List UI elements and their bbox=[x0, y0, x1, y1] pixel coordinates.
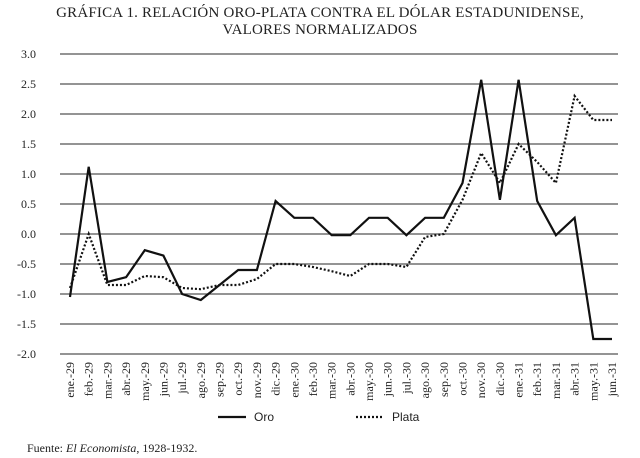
x-tick-label: mar.-31 bbox=[549, 362, 563, 399]
y-tick-label: 0.5 bbox=[21, 197, 36, 211]
chart-title-line-2: VALORES NORMALIZADOS bbox=[222, 22, 418, 38]
x-tick-label: feb.-31 bbox=[530, 362, 544, 396]
x-tick-label: ene.-31 bbox=[512, 362, 526, 398]
y-tick-label: -1.0 bbox=[17, 287, 36, 301]
series-line-oro bbox=[68, 79, 612, 341]
x-tick-label: may.-30 bbox=[362, 362, 376, 401]
x-tick-label: ago.-29 bbox=[194, 362, 208, 398]
x-tick-label: ago.-30 bbox=[418, 362, 432, 398]
y-tick-label: 2.0 bbox=[21, 107, 36, 121]
x-tick-label: mar.-29 bbox=[100, 362, 114, 399]
legend-item-oro: Oro bbox=[218, 410, 274, 424]
y-tick-label: -1.5 bbox=[17, 317, 36, 331]
x-tick-label: dic.-29 bbox=[269, 362, 283, 396]
source-prefix: Fuente: bbox=[27, 441, 63, 455]
x-tick-label: dic.-30 bbox=[493, 362, 507, 396]
y-tick-label: 3.0 bbox=[21, 47, 36, 61]
x-tick-label: sep.-30 bbox=[437, 362, 451, 397]
source-publication: El Economista bbox=[66, 441, 137, 455]
source-note: Fuente: El Economista, 1928-1932. bbox=[27, 441, 197, 456]
y-tick-label: -0.5 bbox=[17, 257, 36, 271]
legend-item-plata: Plata bbox=[356, 410, 419, 424]
x-tick-label: feb.-30 bbox=[306, 362, 320, 396]
y-tick-label: 1.0 bbox=[21, 167, 36, 181]
x-tick-label: oct.-29 bbox=[231, 362, 245, 396]
x-tick-label: mar.-30 bbox=[325, 362, 339, 399]
y-tick-label: 0.0 bbox=[21, 227, 36, 241]
solid-line-icon bbox=[218, 415, 246, 419]
x-tick-label: jun.-29 bbox=[156, 362, 170, 397]
series-line-plata bbox=[68, 93, 612, 291]
y-tick-label: 2.5 bbox=[21, 77, 36, 91]
chart-title: GRÁFICA 1. RELACIÓN ORO-PLATA CONTRA EL … bbox=[0, 5, 640, 39]
x-tick-label: nov.-30 bbox=[474, 362, 488, 398]
x-tick-label: abr.-31 bbox=[568, 362, 582, 396]
x-tick-label: feb.-29 bbox=[82, 362, 96, 396]
y-tick-label: 1.5 bbox=[21, 137, 36, 151]
legend-label-plata: Plata bbox=[392, 410, 420, 424]
x-tick-label: jul.-29 bbox=[175, 362, 189, 395]
y-tick-label: -2.0 bbox=[17, 347, 36, 361]
source-suffix: , 1928-1932. bbox=[136, 441, 198, 455]
x-tick-label: ene.-30 bbox=[287, 362, 301, 398]
x-tick-label: may.-31 bbox=[586, 362, 600, 401]
x-tick-label: abr.-29 bbox=[119, 362, 133, 396]
x-tick-label: nov.-29 bbox=[250, 362, 264, 398]
x-tick-label: abr.-30 bbox=[343, 362, 357, 396]
x-tick-label: oct.-30 bbox=[455, 362, 469, 396]
line-chart: 3.0 2.5 2.0 1.5 1.0 0.5 0.0 -0.5 -1.0 -1.5 -2.0 ene… bbox=[17, 47, 619, 401]
x-tick-label: may.-29 bbox=[138, 362, 152, 401]
x-tick-label: jun.-30 bbox=[381, 362, 395, 397]
x-tick-label: jun.-31 bbox=[605, 362, 619, 397]
x-tick-label: ene.-29 bbox=[63, 362, 77, 398]
legend-label-oro: Oro bbox=[254, 410, 275, 424]
x-tick-label: jul.-30 bbox=[399, 362, 413, 395]
dotted-line-icon bbox=[356, 415, 384, 419]
x-tick-label: sep.-29 bbox=[213, 362, 227, 397]
chart-title-line-1: GRÁFICA 1. RELACIÓN ORO-PLATA CONTRA EL … bbox=[56, 5, 584, 21]
